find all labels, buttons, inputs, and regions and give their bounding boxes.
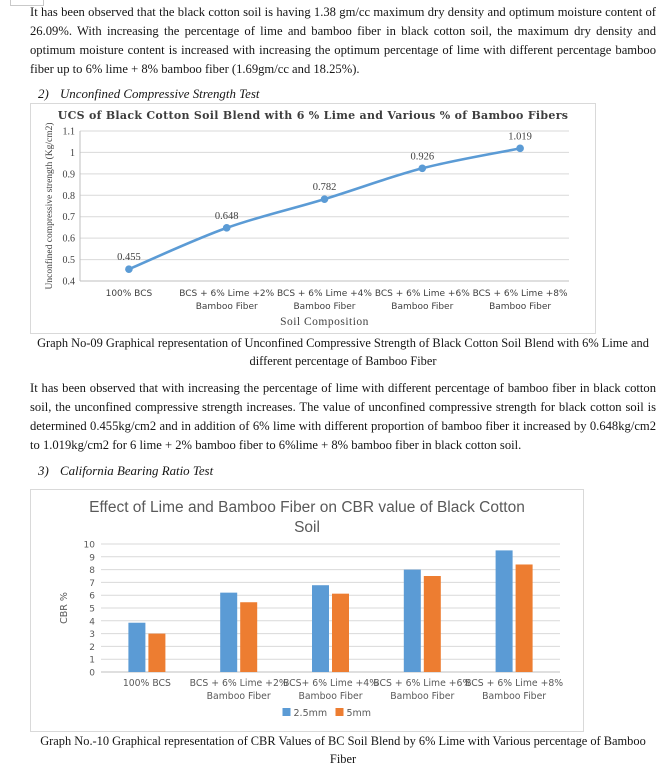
y-tick-label: 0.6 [63, 234, 76, 245]
y-tick-label: 10 [84, 541, 96, 551]
legend-label-5mm: 5mm [347, 708, 372, 719]
x-category-label: BCS + 6% Lime +6% [373, 678, 471, 689]
legend-swatch-5mm [335, 708, 344, 716]
section-heading-cbr: 3) California Bearing Ratio Test [38, 463, 656, 479]
data-point-label: 0.455 [117, 252, 141, 263]
legend-swatch-2.5mm [282, 708, 291, 716]
data-point-label: 0.648 [215, 211, 239, 222]
graph-09-caption: Graph No-09 Graphical representation of … [37, 336, 649, 368]
x-category-label: Bamboo Fiber [489, 302, 551, 312]
y-tick-label: 7 [89, 579, 95, 589]
bar-2.5mm [403, 569, 421, 672]
x-category-label: 100% BCS [106, 289, 153, 299]
data-point-marker [320, 195, 329, 203]
data-point-label: 0.926 [410, 151, 434, 162]
section-heading-unconfined-compressive: 2) Unconfined Compressive Strength Test [38, 86, 656, 102]
bar-2.5mm [220, 592, 238, 672]
bar-5mm [515, 564, 533, 672]
x-category-label: BCS + 6% Lime +8% [465, 678, 563, 689]
y-axis-title: CBR % [59, 592, 70, 624]
y-tick-label: 0.9 [63, 169, 76, 180]
y-tick-label: 5 [89, 605, 95, 615]
cbr-bar-chart: Effect of Lime and Bamboo Fiber on CBR v… [30, 489, 584, 732]
bar-5mm [240, 602, 258, 672]
y-tick-label: 1 [89, 656, 95, 666]
cropped-box-artifact [10, 0, 44, 6]
bar-2.5mm [312, 585, 329, 672]
data-point-marker [222, 224, 231, 232]
x-category-label: BCS + 6% Lime +8% [473, 289, 568, 299]
x-axis-title: Soil Composition [280, 316, 369, 328]
y-tick-label: 0.8 [63, 191, 76, 202]
x-category-label: BCS + 6% Lime +6% [375, 289, 470, 299]
y-tick-label: 4 [89, 617, 95, 627]
data-point-label: 1.019 [508, 131, 532, 142]
bar-5mm [332, 593, 349, 672]
ucs-series-line [127, 147, 522, 271]
ucs-line-chart: UCS of Black Cotton Soil Blend with 6 % … [30, 103, 596, 334]
y-axis-title: Unconfined compressive strength (Kg/cm2) [44, 123, 55, 290]
bar-5mm [148, 633, 166, 672]
ucs-analysis-paragraph: It has been observed that with increasin… [30, 381, 656, 452]
x-category-label: Bamboo Fiber [207, 691, 271, 702]
x-category-label: Bamboo Fiber [293, 302, 355, 312]
y-tick-label: 3 [89, 630, 95, 640]
y-tick-label: 1 [70, 148, 75, 159]
x-category-label: Bamboo Fiber [196, 302, 258, 312]
x-category-label: BCS + 6% Lime +2% [190, 678, 288, 689]
y-tick-label: 6 [89, 592, 95, 602]
x-category-label: BCS + 6% Lime +2% [179, 289, 274, 299]
bar-5mm [423, 576, 441, 672]
y-tick-label: 8 [89, 566, 95, 576]
section-title-2: Unconfined Compressive Strength Test [60, 87, 260, 101]
x-category-label: Bamboo Fiber [482, 691, 546, 702]
y-tick-label: 0 [89, 669, 95, 679]
x-category-label: Bamboo Fiber [298, 691, 362, 702]
legend-label-2.5mm: 2.5mm [294, 708, 328, 719]
section-number-3: 3) [38, 464, 49, 478]
intro-paragraph: It has been observed that the black cott… [30, 5, 656, 76]
data-point-marker [516, 144, 524, 153]
y-tick-label: 2 [89, 643, 95, 653]
x-category-label: Bamboo Fiber [390, 691, 454, 702]
x-category-label: BCS+ 6% Lime +4% [283, 678, 378, 689]
bar-2.5mm [128, 622, 146, 672]
section-title-3: California Bearing Ratio Test [60, 464, 214, 478]
y-tick-label: 0.5 [63, 255, 76, 266]
section-number-2: 2) [38, 87, 49, 101]
x-category-label: Bamboo Fiber [391, 302, 453, 312]
bar-2.5mm [495, 550, 513, 672]
x-category-label: 100% BCS [123, 678, 171, 689]
data-point-marker [418, 164, 427, 173]
y-tick-label: 1.1 [63, 127, 76, 138]
y-tick-label: 9 [89, 553, 95, 563]
y-tick-label: 0.7 [63, 212, 76, 223]
ucs-chart-title: UCS of Black Cotton Soil Blend with 6 % … [57, 109, 569, 122]
data-point-marker [125, 265, 133, 274]
ucs-chart-canvas: 1.1 1 0.9 0.8 0.7 0.6 0.5 0.4 0.455 0.648 0.782 0.9… [44, 123, 569, 328]
x-category-label: BCS + 6% Lime +4% [277, 289, 372, 299]
y-tick-label: 0.4 [63, 277, 76, 288]
data-point-label: 0.782 [313, 182, 337, 193]
cbr-chart-title: Effect of Lime and Bamboo Fiber on CBR v… [89, 499, 525, 536]
